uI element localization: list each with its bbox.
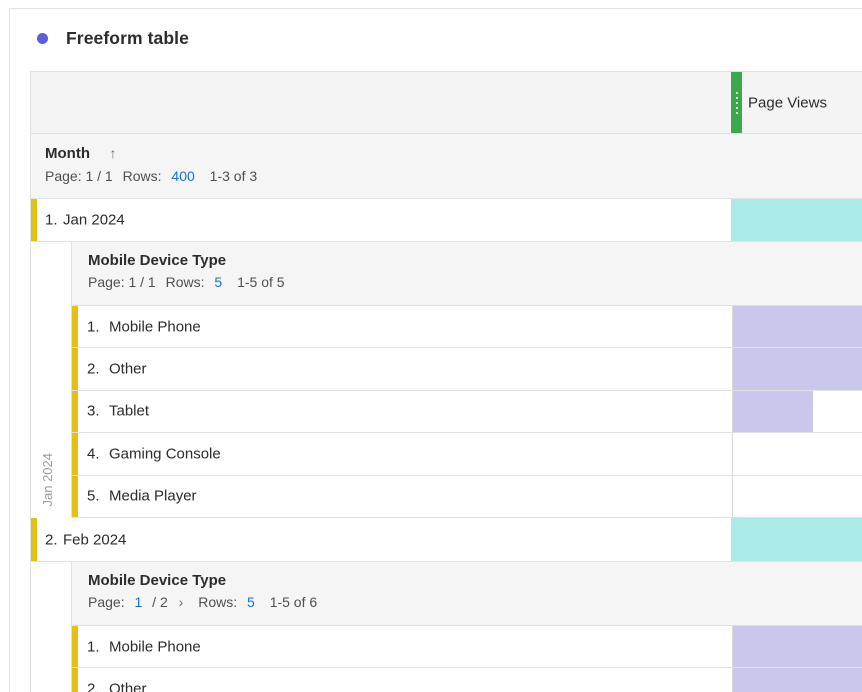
row-accent-bar: [72, 433, 78, 475]
sort-ascending-icon[interactable]: ↑: [109, 145, 117, 161]
table-row-gaming-console[interactable]: 4. Gaming Console: [72, 433, 862, 476]
table-row-feb-2024[interactable]: 2. Feb 2024: [31, 518, 862, 562]
row-label[interactable]: Other: [109, 360, 147, 378]
metric-cell-total[interactable]: [731, 518, 862, 561]
rows-count-link[interactable]: 5: [247, 594, 255, 610]
metric-bar: [733, 348, 862, 390]
page-label: Page:: [88, 594, 125, 610]
metric-bar: [733, 306, 862, 348]
metric-cell[interactable]: [732, 348, 862, 390]
table-row-jan-2024[interactable]: 1. Jan 2024: [31, 199, 862, 242]
dimension-header-row: Month ↑ Page: 1 / 1 Rows: 400 1-3 of 3: [31, 134, 862, 199]
table-row-mobile-phone[interactable]: 1. Mobile Phone: [72, 306, 862, 349]
row-label[interactable]: Mobile Phone: [109, 638, 201, 656]
pagination-bar: Page: 1 / 1 Rows: 5 1-5 of 5: [88, 274, 862, 290]
row-number: 2.: [87, 680, 100, 692]
row-number: 1.: [87, 638, 100, 656]
row-number: 1.: [87, 318, 100, 336]
rows-label: Rows:: [165, 274, 205, 290]
breakdown-section-jan: Jan 2024 Mobile Device Type Page: 1 / 1 …: [31, 242, 862, 518]
metric-cell[interactable]: [732, 306, 862, 348]
metric-cell[interactable]: [732, 433, 862, 475]
table-row-mobile-phone[interactable]: 1. Mobile Phone: [72, 626, 862, 669]
page-number-link[interactable]: 1: [134, 594, 143, 610]
page-total: / 2: [152, 594, 168, 610]
breakdown-parent-label: Jan 2024: [40, 452, 55, 507]
row-label[interactable]: Other: [109, 680, 147, 692]
freeform-table: Page Views Month ↑ Page: 1 / 1 Rows: 400…: [30, 71, 862, 692]
row-accent-bar: [72, 626, 78, 668]
row-number: 3.: [87, 402, 100, 420]
row-number: 4.: [87, 445, 100, 463]
row-label[interactable]: Gaming Console: [109, 445, 221, 463]
breakdown-section-feb: Mobile Device Type Page: 1 / 2 › Rows: 5…: [31, 562, 862, 692]
row-label[interactable]: Media Player: [109, 487, 197, 505]
breakdown-table: Mobile Device Type Page: 1 / 2 › Rows: 5…: [71, 562, 862, 692]
breakdown-title[interactable]: Mobile Device Type: [88, 252, 227, 269]
breakdown-title[interactable]: Mobile Device Type: [88, 572, 227, 589]
breakdown-header: Mobile Device Type Page: 1 / 1 Rows: 5 1…: [72, 242, 862, 306]
row-number: 1.: [45, 211, 58, 229]
row-accent-bar: [72, 348, 78, 390]
metric-bar: [733, 668, 862, 692]
table-row-media-player[interactable]: 5. Media Player: [72, 475, 862, 518]
row-accent-bar: [72, 668, 78, 692]
row-number: 2.: [87, 360, 100, 378]
pagination-bar: Page: 1 / 2 › Rows: 5 1-5 of 6: [88, 594, 862, 610]
row-accent-bar: [31, 199, 37, 241]
rows-range: 1-3 of 3: [209, 168, 258, 184]
row-label[interactable]: Mobile Phone: [109, 318, 201, 336]
rows-label: Rows:: [198, 594, 238, 610]
metric-cell[interactable]: [732, 390, 862, 433]
metric-header-row: Page Views: [31, 72, 862, 134]
table-row-other[interactable]: 2. Other: [72, 348, 862, 391]
dimension-title[interactable]: Month: [45, 145, 90, 162]
next-page-icon[interactable]: ›: [178, 594, 184, 610]
metric-cell[interactable]: [732, 626, 862, 668]
row-label[interactable]: Tablet: [109, 402, 150, 420]
breakdown-header: Mobile Device Type Page: 1 / 2 › Rows: 5…: [72, 562, 862, 626]
panel-header: Freeform table: [37, 28, 189, 49]
row-label[interactable]: Feb 2024: [63, 531, 127, 548]
page-indicator: Page: 1 / 1: [45, 168, 113, 184]
metric-cell-total[interactable]: [731, 199, 862, 241]
breakdown-table: Mobile Device Type Page: 1 / 1 Rows: 5 1…: [71, 242, 862, 518]
row-label[interactable]: Jan 2024: [63, 211, 125, 229]
panel-title[interactable]: Freeform table: [66, 28, 189, 48]
row-accent-bar: [31, 518, 37, 561]
row-number: 2.: [45, 531, 58, 548]
pagination-bar: Page: 1 / 1 Rows: 400 1-3 of 3: [45, 168, 862, 184]
metric-column-header[interactable]: Page Views: [748, 94, 827, 111]
breakdown-indent-column: [31, 562, 71, 692]
row-number: 5.: [87, 487, 100, 505]
table-row-other[interactable]: 2. Other: [72, 668, 862, 692]
rows-count-link[interactable]: 400: [171, 168, 195, 184]
drag-handle-dots-icon[interactable]: [731, 72, 742, 133]
metric-cell[interactable]: [732, 475, 862, 517]
page-indicator: Page: 1 / 1: [88, 274, 156, 290]
row-accent-bar: [72, 306, 78, 348]
metric-bar: [733, 390, 813, 433]
rows-range: 1-5 of 6: [269, 594, 318, 610]
breakdown-indent-column: Jan 2024: [31, 242, 71, 518]
metric-bar: [733, 626, 862, 668]
rows-range: 1-5 of 5: [237, 274, 285, 290]
metric-cell[interactable]: [732, 668, 862, 692]
rows-count-link[interactable]: 5: [214, 274, 223, 290]
row-accent-bar: [72, 475, 78, 517]
rows-label: Rows:: [122, 168, 162, 184]
row-accent-bar: [72, 390, 78, 433]
panel-accent-dot-icon: [37, 33, 48, 44]
table-row-tablet[interactable]: 3. Tablet: [72, 390, 862, 434]
